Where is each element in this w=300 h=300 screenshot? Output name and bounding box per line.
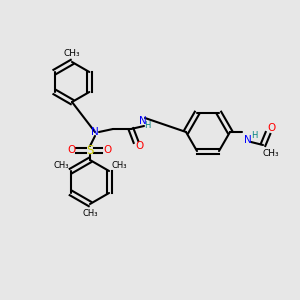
Text: H: H — [251, 131, 257, 140]
Text: O: O — [267, 123, 275, 133]
Text: CH₃: CH₃ — [82, 209, 98, 218]
Text: CH₃: CH₃ — [263, 148, 279, 158]
Text: N: N — [139, 116, 147, 126]
Text: N: N — [244, 135, 252, 145]
Text: H: H — [144, 122, 150, 130]
Text: CH₃: CH₃ — [111, 161, 127, 170]
Text: O: O — [103, 145, 111, 155]
Text: S: S — [86, 143, 94, 157]
Text: CH₃: CH₃ — [53, 161, 69, 170]
Text: CH₃: CH₃ — [64, 49, 80, 58]
Text: N: N — [91, 127, 99, 137]
Text: O: O — [135, 141, 143, 151]
Text: O: O — [67, 145, 75, 155]
